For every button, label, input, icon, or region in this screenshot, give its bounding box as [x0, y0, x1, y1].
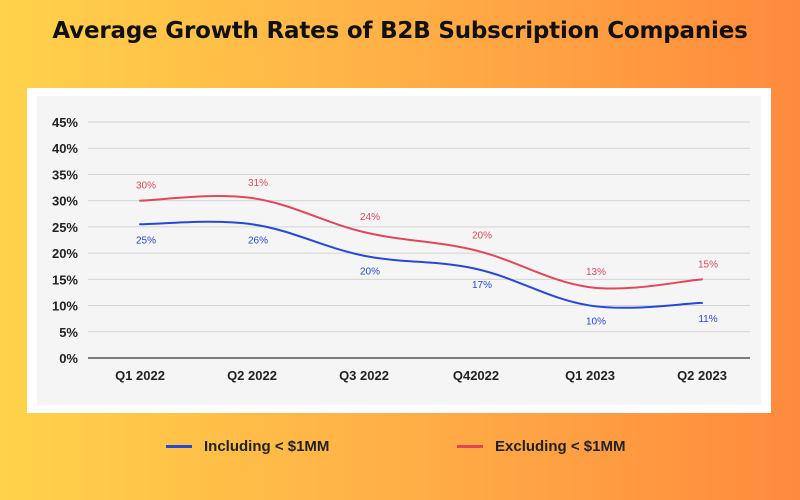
- data-label: 24%: [360, 212, 380, 223]
- data-label: 15%: [698, 259, 718, 270]
- legend-item-excluding: Excluding < $1MM: [457, 438, 625, 455]
- data-labels: 25% 26% 20% 17% 10% 11% 30% 31% 24% 20% 13% 15%: [136, 178, 718, 328]
- data-label: 20%: [360, 267, 380, 278]
- chart-plot-background: [37, 96, 761, 405]
- y-tick-label: 20%: [52, 246, 78, 261]
- legend: Including < $1MM Excluding < $1MM: [0, 430, 800, 470]
- data-label: 25%: [136, 235, 156, 246]
- data-label: 11%: [698, 314, 717, 325]
- legend-label-excluding: Excluding < $1MM: [495, 438, 626, 455]
- y-tick-label: 25%: [52, 220, 78, 235]
- legend-swatch-including: [166, 445, 192, 448]
- x-tick-label: Q3 2022: [339, 368, 389, 383]
- data-label: 13%: [586, 267, 606, 278]
- legend-swatch-excluding: [457, 445, 483, 448]
- x-tick-label: Q1 2022: [115, 368, 165, 383]
- data-label: 31%: [248, 178, 268, 189]
- x-tick-label: Q42022: [453, 368, 499, 383]
- data-label: 20%: [472, 230, 492, 241]
- y-tick-label: 10%: [52, 299, 78, 314]
- y-tick-label: 15%: [52, 272, 78, 287]
- x-tick-label: Q1 2023: [565, 368, 615, 383]
- y-tick-label: 35%: [52, 167, 78, 182]
- data-label: 30%: [136, 181, 156, 192]
- y-tick-label: 5%: [59, 325, 78, 340]
- y-tick-label: 0%: [59, 351, 78, 366]
- y-tick-label: 40%: [52, 141, 78, 156]
- chart-panel: [27, 88, 771, 413]
- data-label: 26%: [248, 235, 268, 246]
- grid-lines: [88, 121, 750, 359]
- series-line-including: [139, 220, 703, 309]
- legend-label-including: Including < $1MM: [204, 438, 330, 455]
- chart-title: Average Growth Rates of B2B Subscription…: [52, 18, 748, 44]
- series-line-excluding: [139, 194, 703, 290]
- y-tick-label: 45%: [52, 115, 78, 130]
- x-tick-label: Q2 2022: [227, 368, 277, 383]
- x-tick-label: Q2 2023: [677, 368, 727, 383]
- legend-item-including: Including < $1MM: [166, 438, 329, 455]
- x-axis-ticks: Q1 2022 Q2 2022 Q3 2022 Q42022 Q1 2023 Q2 202…: [115, 368, 727, 383]
- data-label: 17%: [472, 280, 492, 291]
- y-axis-ticks: 0% 5% 10% 15% 20% 25% 30% 35% 40% 45%: [52, 115, 78, 366]
- series-lines: [139, 194, 703, 309]
- data-label: 10%: [586, 317, 606, 328]
- y-tick-label: 30%: [52, 194, 78, 209]
